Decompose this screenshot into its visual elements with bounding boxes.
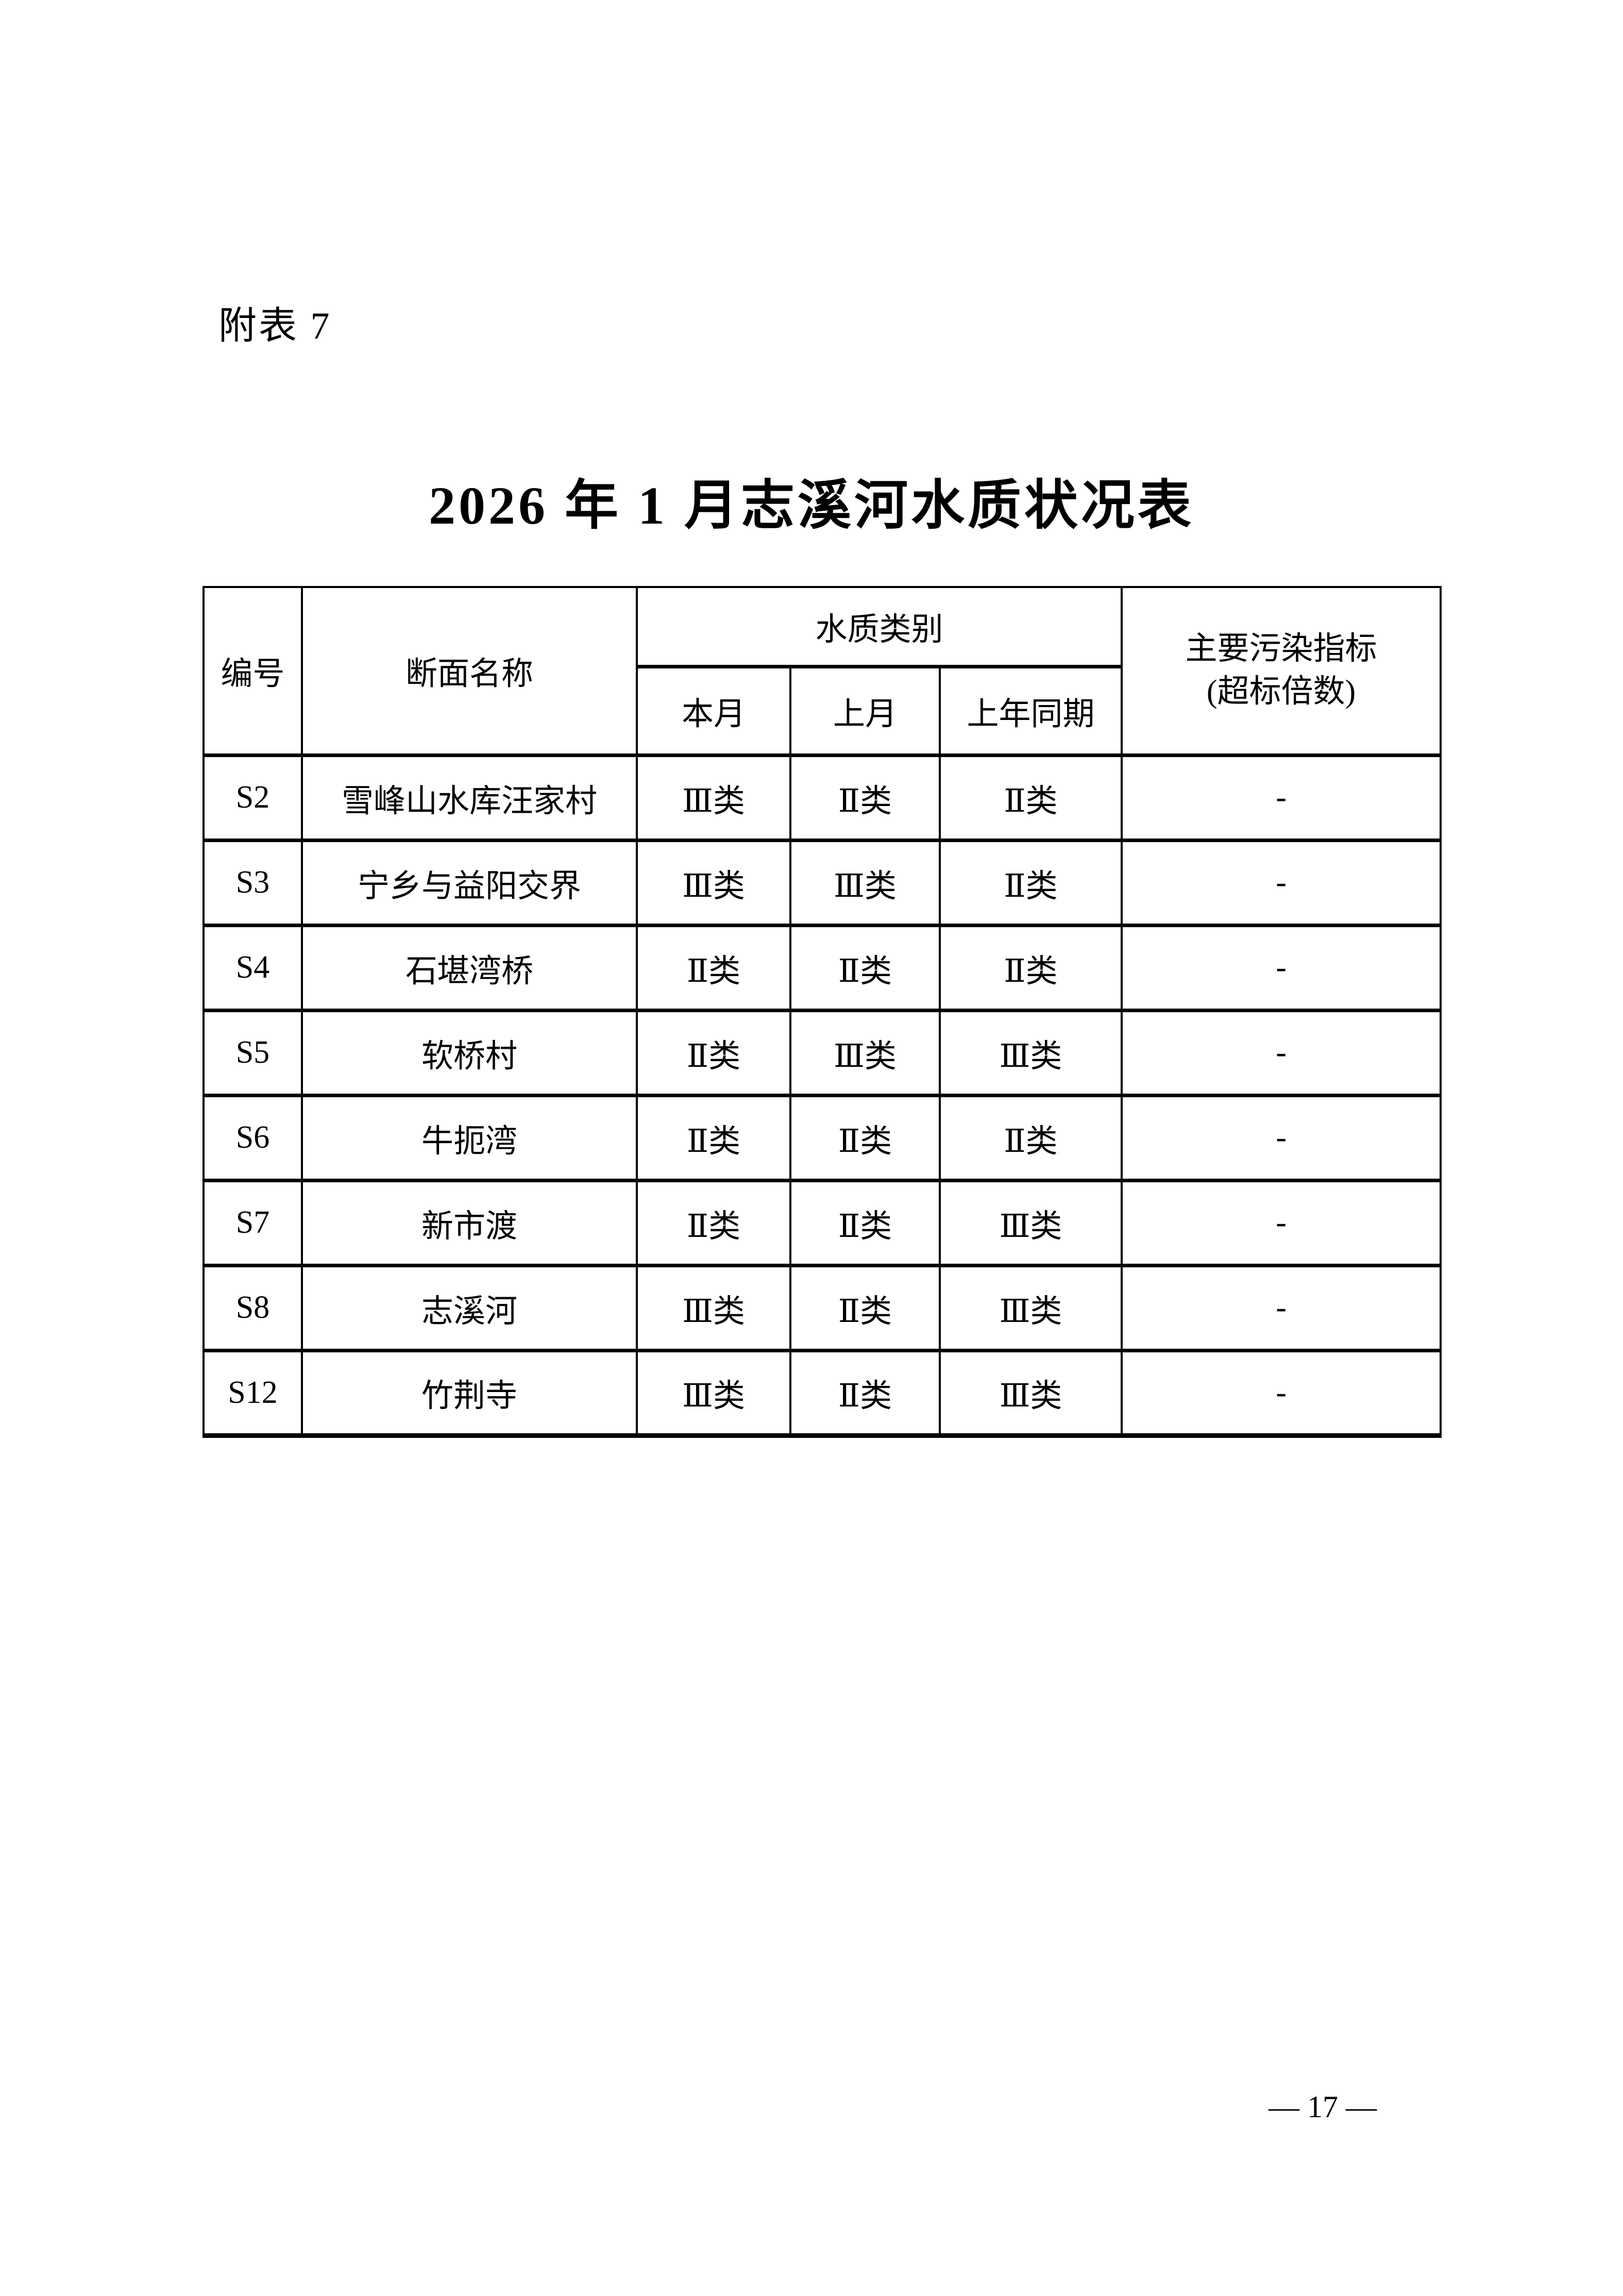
page-title: 2026 年 1 月志溪河水质状况表 [428, 476, 1194, 535]
row-pollutant: - [1121, 1263, 1442, 1352]
header-id: 编号 [202, 586, 303, 757]
row-pollutant: - [1121, 1093, 1442, 1182]
header-section-name: 断面名称 [301, 586, 638, 757]
table-header-row-2: 本月 上月 上年同期 [204, 664, 1441, 757]
row-id: S4 [202, 923, 303, 1012]
row-section-name: 牛扼湾 [301, 1093, 638, 1182]
row-id: S7 [202, 1178, 303, 1267]
row-last-month: Ⅱ类 [789, 1348, 941, 1438]
row-this-month: Ⅱ类 [636, 1008, 791, 1097]
row-last-year: Ⅱ类 [938, 1093, 1123, 1182]
row-last-month: Ⅱ类 [789, 1093, 941, 1182]
row-section-name: 雪峰山水库汪家村 [301, 753, 638, 842]
row-pollutant: - [1121, 838, 1442, 927]
row-last-year: Ⅱ类 [938, 838, 1123, 927]
row-this-month: Ⅱ类 [636, 923, 791, 1012]
table-row: S5 软桥村 Ⅱ类 Ⅲ类 Ⅲ类 - [202, 1008, 1442, 1097]
row-this-month: Ⅲ类 [636, 1348, 791, 1438]
row-last-year: Ⅱ类 [938, 923, 1123, 1012]
row-section-name: 石堪湾桥 [301, 923, 638, 1012]
row-last-year: Ⅲ类 [938, 1008, 1123, 1097]
row-last-month: Ⅱ类 [789, 753, 941, 842]
table-row: S2 雪峰山水库汪家村 Ⅲ类 Ⅱ类 Ⅱ类 - [202, 753, 1442, 842]
row-id: S6 [202, 1093, 303, 1182]
row-last-year: Ⅲ类 [938, 1263, 1123, 1352]
row-last-month: Ⅱ类 [789, 923, 941, 1012]
header-pollutant-line2: (超标倍数) [1206, 674, 1356, 710]
appendix-label: 附表 7 [218, 305, 332, 347]
page-number: — 17 — [1269, 2090, 1377, 2124]
table-row: S4 石堪湾桥 Ⅱ类 Ⅱ类 Ⅱ类 - [202, 923, 1442, 1012]
row-section-name: 宁乡与益阳交界 [301, 838, 638, 927]
row-id: S8 [202, 1263, 303, 1352]
water-quality-table: 编号 断面名称 水质类别 主要污染指标 (超标倍数) 本月 上月 上年同期 S2… [202, 586, 1442, 1438]
row-last-month: Ⅲ类 [789, 1008, 941, 1097]
header-pollutant: 主要污染指标 (超标倍数) [1121, 586, 1442, 757]
row-id: S5 [202, 1008, 303, 1097]
row-id: S3 [202, 838, 303, 927]
table-row: S8 志溪河 Ⅲ类 Ⅱ类 Ⅲ类 - [202, 1263, 1442, 1352]
row-this-month: Ⅲ类 [636, 1263, 791, 1352]
row-pollutant: - [1121, 1348, 1442, 1438]
header-pollutant-line1: 主要污染指标 [1185, 631, 1377, 666]
table-row: S3 宁乡与益阳交界 Ⅲ类 Ⅲ类 Ⅱ类 - [202, 838, 1442, 927]
row-last-month: Ⅱ类 [789, 1178, 941, 1267]
table-header-row-1: 编号 断面名称 水质类别 主要污染指标 (超标倍数) [202, 586, 1442, 757]
row-section-name: 新市渡 [301, 1178, 638, 1267]
row-section-name: 软桥村 [301, 1008, 638, 1097]
row-last-year: Ⅱ类 [938, 753, 1123, 842]
row-this-month: Ⅲ类 [636, 838, 791, 927]
table-row: S12 竹荆寺 Ⅲ类 Ⅱ类 Ⅲ类 - [202, 1348, 1442, 1438]
row-this-month: Ⅱ类 [636, 1093, 791, 1182]
table-row: S6 牛扼湾 Ⅱ类 Ⅱ类 Ⅱ类 - [202, 1093, 1442, 1182]
header-this-month: 本月 [636, 664, 791, 757]
row-last-month: Ⅲ类 [789, 838, 941, 927]
row-section-name: 志溪河 [301, 1263, 638, 1352]
row-last-year: Ⅲ类 [938, 1178, 1123, 1267]
row-pollutant: - [1121, 1008, 1442, 1097]
row-pollutant: - [1121, 753, 1442, 842]
row-pollutant: - [1121, 1178, 1442, 1267]
header-last-month: 上月 [789, 664, 941, 757]
row-id: S2 [202, 753, 303, 842]
row-this-month: Ⅱ类 [636, 1178, 791, 1267]
row-section-name: 竹荆寺 [301, 1348, 638, 1438]
row-id: S12 [202, 1348, 303, 1438]
table-row: S7 新市渡 Ⅱ类 Ⅱ类 Ⅲ类 - [202, 1178, 1442, 1267]
row-pollutant: - [1121, 923, 1442, 1012]
header-quality-group: 水质类别 [635, 586, 1123, 668]
row-last-month: Ⅱ类 [789, 1263, 941, 1352]
row-this-month: Ⅲ类 [636, 753, 791, 842]
header-same-period: 上年同期 [938, 664, 1123, 757]
row-last-year: Ⅲ类 [938, 1348, 1123, 1438]
